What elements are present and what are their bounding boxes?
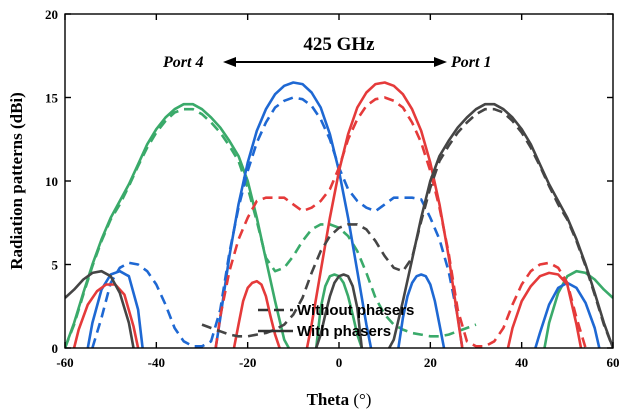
series-line-port3-solid-6 — [397, 273, 446, 348]
series-line-port4-dashed-3 — [65, 107, 477, 348]
series-line-port1-solid-14 — [388, 102, 613, 348]
frequency-annotation: 425 GHz — [303, 34, 375, 55]
arrow-left-head — [223, 57, 236, 67]
y-axis-title: Radiation patterns (dBi) — [7, 92, 26, 270]
series-line-port2-solid-10 — [72, 283, 140, 348]
y-tick-label-0: 0 — [52, 341, 59, 356]
series-line-port1-solid-16 — [314, 273, 364, 348]
x-tick-label-60: 60 — [607, 355, 620, 370]
y-tick-label-5: 5 — [52, 258, 59, 273]
series-line-port3-solid-5 — [86, 269, 144, 348]
left-port-label: Port 4 — [162, 54, 203, 71]
right-port-label: Port 1 — [450, 54, 491, 71]
plot-frame — [64, 13, 614, 349]
y-tick-label-20: 20 — [45, 7, 58, 22]
series-line-port3-dashed-8 — [91, 96, 464, 348]
x-tick-label--40: -40 — [148, 355, 165, 370]
series-line-port1-solid-15 — [65, 269, 135, 348]
series-line-port2-solid-12 — [506, 271, 583, 348]
tick-layer: -60 -40 -20 0 20 40 60 0 5 10 15 20 — [45, 7, 620, 370]
y-tick-label-15: 15 — [45, 91, 59, 106]
series-line-port2-solid-11 — [232, 279, 281, 348]
y-tick-label-10: 10 — [45, 174, 58, 189]
x-tick-label-20: 20 — [424, 355, 437, 370]
x-tick-label-40: 40 — [515, 355, 528, 370]
legend-label-solid: With phasers — [297, 323, 391, 340]
x-tick-label--60: -60 — [56, 355, 73, 370]
x-tick-label-0: 0 — [336, 355, 343, 370]
x-tick-label--20: -20 — [239, 355, 256, 370]
double-arrow — [223, 57, 447, 67]
x-axis-title-main: Theta — [307, 390, 350, 409]
series-line-port4-solid-2 — [543, 269, 613, 348]
series-line-port3-solid-4 — [214, 81, 373, 348]
x-axis-title-unit: (°) — [353, 390, 371, 409]
arrow-right-head — [434, 57, 447, 67]
legend-label-dashed: Without phasers — [297, 302, 414, 319]
series-line-port2-dashed-13 — [214, 96, 587, 348]
series-line-port2-solid-9 — [305, 81, 464, 348]
legend: Without phasers With phasers — [258, 302, 414, 340]
series-layer — [65, 81, 613, 348]
x-axis-title: Theta (°) — [307, 390, 372, 409]
